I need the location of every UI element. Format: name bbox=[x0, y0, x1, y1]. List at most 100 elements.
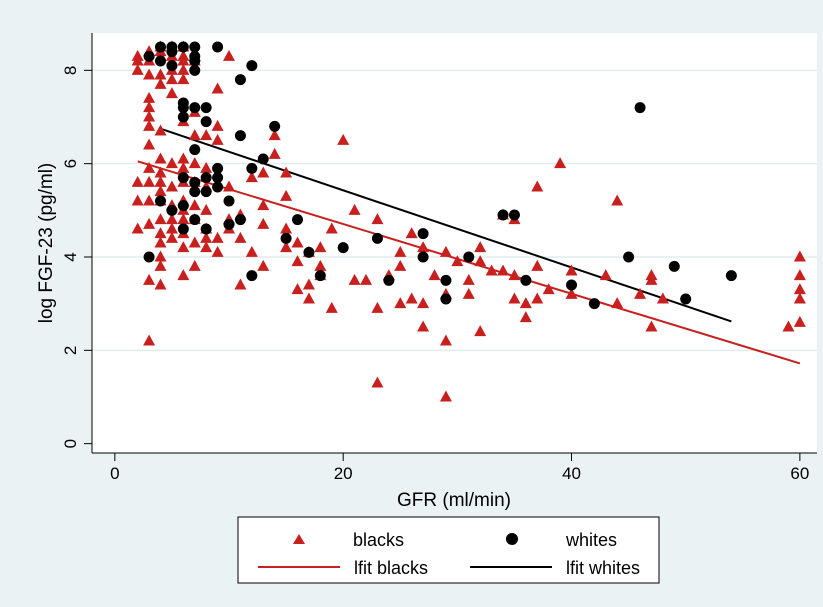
point-blacks bbox=[417, 241, 430, 253]
point-blacks bbox=[280, 222, 293, 234]
point-whites bbox=[269, 120, 281, 132]
x-tick-label-20: 20 bbox=[334, 464, 353, 483]
point-blacks bbox=[782, 320, 795, 332]
x-tick-label-0: 0 bbox=[110, 464, 119, 483]
point-whites bbox=[634, 102, 646, 114]
point-blacks bbox=[143, 273, 156, 285]
point-whites bbox=[212, 162, 224, 174]
point-blacks bbox=[154, 152, 167, 164]
point-blacks bbox=[257, 166, 270, 178]
point-blacks bbox=[280, 241, 293, 253]
point-blacks bbox=[188, 129, 201, 141]
point-blacks bbox=[485, 264, 498, 276]
point-blacks bbox=[143, 217, 156, 229]
y-tick-label-0: 0 bbox=[61, 439, 80, 448]
point-blacks bbox=[439, 390, 452, 402]
point-whites bbox=[189, 186, 201, 198]
point-blacks bbox=[177, 54, 190, 66]
point-whites bbox=[246, 270, 258, 282]
point-whites bbox=[143, 251, 155, 263]
point-blacks bbox=[245, 245, 258, 257]
point-whites bbox=[177, 41, 189, 53]
point-whites bbox=[725, 270, 737, 282]
point-blacks bbox=[417, 320, 430, 332]
point-blacks bbox=[177, 241, 190, 253]
point-blacks bbox=[165, 87, 178, 99]
point-blacks bbox=[188, 199, 201, 211]
point-blacks bbox=[131, 222, 144, 234]
point-blacks bbox=[565, 264, 578, 276]
point-whites bbox=[189, 64, 201, 76]
point-blacks bbox=[200, 203, 213, 215]
x-tick-label-40: 40 bbox=[562, 464, 581, 483]
point-whites bbox=[177, 200, 189, 212]
point-blacks bbox=[793, 315, 806, 327]
point-whites bbox=[143, 50, 155, 62]
point-whites bbox=[177, 111, 189, 123]
point-whites bbox=[200, 223, 212, 235]
point-blacks bbox=[291, 255, 304, 267]
point-blacks bbox=[165, 73, 178, 85]
point-whites bbox=[680, 293, 692, 305]
point-whites bbox=[166, 46, 178, 58]
point-blacks bbox=[268, 129, 281, 141]
point-blacks bbox=[314, 259, 327, 271]
point-blacks bbox=[154, 166, 167, 178]
point-whites bbox=[189, 176, 201, 188]
point-blacks bbox=[154, 77, 167, 89]
point-blacks bbox=[405, 227, 418, 239]
point-blacks bbox=[177, 73, 190, 85]
point-blacks bbox=[325, 301, 338, 313]
point-blacks bbox=[439, 334, 452, 346]
point-blacks bbox=[302, 278, 315, 290]
point-blacks bbox=[154, 259, 167, 271]
point-blacks bbox=[154, 278, 167, 290]
point-whites bbox=[155, 195, 167, 207]
point-whites bbox=[623, 251, 635, 263]
point-blacks bbox=[634, 287, 647, 299]
point-blacks bbox=[245, 171, 258, 183]
point-whites bbox=[234, 130, 246, 142]
point-whites bbox=[668, 260, 680, 272]
point-whites bbox=[212, 172, 224, 184]
point-blacks bbox=[462, 287, 475, 299]
point-blacks bbox=[793, 292, 806, 304]
point-blacks bbox=[165, 213, 178, 225]
point-blacks bbox=[143, 194, 156, 206]
legend-box bbox=[237, 516, 660, 584]
point-whites bbox=[212, 41, 224, 53]
point-whites bbox=[508, 209, 520, 221]
point-whites bbox=[257, 153, 269, 165]
point-blacks bbox=[143, 334, 156, 346]
point-blacks bbox=[611, 194, 624, 206]
point-blacks bbox=[451, 255, 464, 267]
point-whites bbox=[303, 246, 315, 258]
point-blacks bbox=[211, 119, 224, 131]
point-whites bbox=[223, 218, 235, 230]
y-tick-label-4: 4 bbox=[61, 252, 80, 261]
point-blacks bbox=[154, 175, 167, 187]
point-blacks bbox=[234, 231, 247, 243]
y-tick-label-2: 2 bbox=[61, 346, 80, 355]
point-whites bbox=[177, 172, 189, 184]
point-blacks bbox=[257, 199, 270, 211]
point-blacks bbox=[462, 273, 475, 285]
point-blacks bbox=[325, 222, 338, 234]
point-blacks bbox=[154, 185, 167, 197]
point-blacks bbox=[143, 175, 156, 187]
point-blacks bbox=[165, 222, 178, 234]
point-whites bbox=[155, 41, 167, 53]
point-blacks bbox=[565, 287, 578, 299]
point-blacks bbox=[143, 138, 156, 150]
point-blacks bbox=[793, 250, 806, 262]
point-whites bbox=[212, 181, 224, 193]
y-axis-label: log FGF-23 (pg/ml) bbox=[36, 163, 57, 323]
point-whites bbox=[155, 55, 167, 67]
point-whites bbox=[246, 60, 258, 72]
point-blacks bbox=[268, 147, 281, 159]
point-blacks bbox=[439, 245, 452, 257]
point-blacks bbox=[519, 311, 532, 323]
point-blacks bbox=[793, 283, 806, 295]
point-blacks bbox=[348, 203, 361, 215]
point-whites bbox=[463, 251, 475, 263]
